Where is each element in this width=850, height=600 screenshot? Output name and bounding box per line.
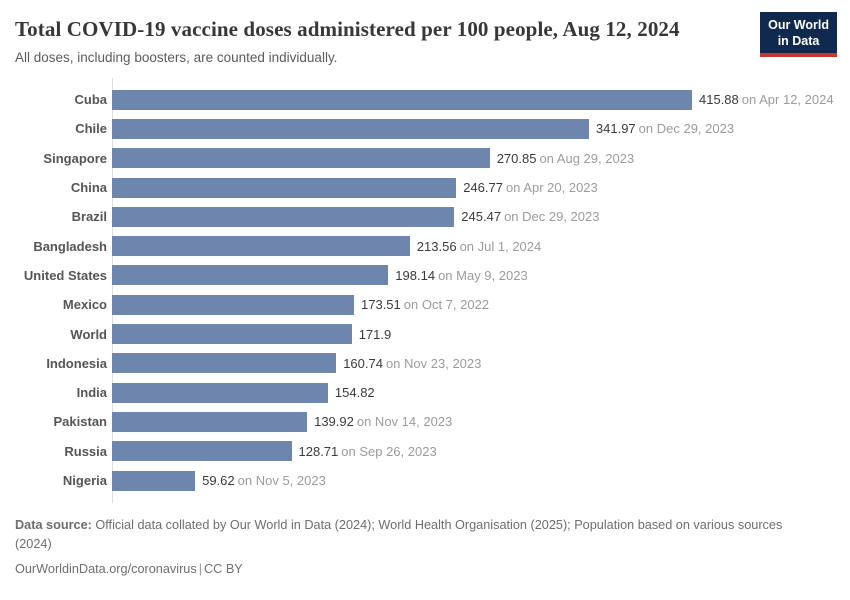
data-source-label: Data source:: [15, 518, 92, 533]
category-label: Cuba: [74, 92, 108, 108]
bar[interactable]: [112, 382, 328, 403]
chart-row: World 171.9: [15, 319, 850, 348]
chart-row: United States 198.14 on May 9, 2023: [15, 261, 850, 290]
bar-date-label: on Jul 1, 2024: [459, 238, 542, 254]
category-label: Brazil: [71, 209, 107, 225]
bar[interactable]: [112, 441, 292, 462]
footer-license: CC BY: [204, 561, 243, 576]
bar[interactable]: [112, 470, 196, 491]
chart-row: Russia 128.71 on Sep 26, 2023: [15, 437, 850, 466]
bar[interactable]: [112, 89, 692, 110]
owid-logo-line1: Our World: [768, 18, 829, 32]
data-source-text: Official data collated by Our World in D…: [15, 518, 783, 551]
bar[interactable]: [112, 118, 589, 139]
bar[interactable]: [112, 148, 490, 169]
owid-logo-line2: in Data: [777, 34, 820, 48]
category-label: Singapore: [43, 150, 107, 166]
bar-value-label: 246.77: [463, 180, 503, 196]
bar[interactable]: [112, 324, 352, 345]
owid-logo[interactable]: Our World in Data: [760, 12, 837, 57]
bar[interactable]: [112, 294, 354, 315]
category-label: Chile: [75, 121, 107, 137]
chart-row: Cuba 415.88 on Apr 12, 2024: [15, 85, 850, 114]
footer-link[interactable]: OurWorldinData.org/coronavirus: [15, 561, 197, 576]
data-source-line: Data source: Official data collated by O…: [15, 516, 822, 553]
bar-date-label: on Nov 23, 2023: [385, 355, 482, 371]
page-subtitle: All doses, including boosters, are count…: [15, 50, 338, 65]
bar-value-label: 245.47: [461, 209, 502, 225]
bar-date-label: on Sep 26, 2023: [341, 443, 437, 459]
bar-value-label: 171.9: [358, 326, 392, 342]
bar-value-label: 160.74: [343, 355, 383, 371]
bar-value-label: 139.92: [314, 414, 354, 430]
category-label: United States: [23, 267, 107, 283]
bar-value-label: 59.62: [202, 473, 235, 488]
chart-row: Singapore 270.85 on Aug 29, 2023: [15, 144, 850, 173]
bar-value-label: 270.85: [496, 150, 537, 166]
bar-value-label: 213.56: [416, 238, 457, 254]
category-label: Nigeria: [62, 473, 107, 488]
bar[interactable]: [112, 177, 457, 198]
footer: Data source: Official data collated by O…: [15, 516, 850, 578]
bar-value-label: 341.97: [595, 121, 636, 137]
bar-date-label: on Oct 7, 2022: [403, 297, 490, 313]
bar-chart: Cuba 415.88 on Apr 12, 2024 Chile 341.97 on D…: [15, 78, 850, 504]
chart-row: Mexico 173.51 on Oct 7, 2022: [15, 290, 850, 319]
chart-row: Chile 341.97 on Dec 29, 2023: [15, 114, 850, 143]
category-label: Pakistan: [53, 414, 107, 430]
category-label: China: [70, 180, 107, 196]
bar-date-label: on May 9, 2023: [438, 267, 528, 283]
chart-row: Brazil 245.47 on Dec 29, 2023: [15, 202, 850, 231]
y-axis-line: [112, 78, 113, 504]
bar-date-label: on Nov 5, 2023: [237, 473, 326, 488]
footer-separator: |: [198, 561, 202, 576]
chart-row: Bangladesh 213.56 on Jul 1, 2024: [15, 231, 850, 260]
bar-date-label: on Dec 29, 2023: [504, 209, 600, 225]
bar-value-label: 154.82: [334, 385, 375, 401]
category-label: World: [70, 326, 107, 342]
bar-value-label: 415.88: [699, 92, 739, 108]
chart-row: Nigeria 59.62 on Nov 5, 2023: [15, 466, 850, 495]
chart-header: Total COVID-19 vaccine doses administere…: [15, 12, 850, 65]
chart-row: Pakistan 139.92 on Nov 14, 2023: [15, 407, 850, 436]
category-label: Mexico: [62, 297, 107, 313]
bar[interactable]: [112, 206, 455, 227]
bar-value-label: 128.71: [298, 443, 339, 459]
category-label: Russia: [64, 443, 107, 459]
bar-value-label: 173.51: [361, 297, 401, 313]
bar[interactable]: [112, 236, 410, 257]
bar-date-label: on Dec 29, 2023: [638, 121, 735, 137]
page-title: Total COVID-19 vaccine doses administere…: [15, 17, 680, 41]
chart-row: Indonesia 160.74 on Nov 23, 2023: [15, 349, 850, 378]
bar-date-label: on Apr 12, 2024: [741, 92, 834, 108]
bar-date-label: on Nov 14, 2023: [356, 414, 453, 430]
chart-row: China 246.77 on Apr 20, 2023: [15, 173, 850, 202]
bar-value-label: 198.14: [395, 267, 436, 283]
bar[interactable]: [112, 411, 308, 432]
category-label: Bangladesh: [33, 238, 107, 254]
bar[interactable]: [112, 353, 337, 374]
footer-link-line: OurWorldinData.org/coronavirus | CC BY: [15, 560, 822, 578]
chart-row: India 154.82: [15, 378, 850, 407]
bar-date-label: on Apr 20, 2023: [505, 180, 598, 196]
bar[interactable]: [112, 265, 389, 286]
category-label: India: [76, 385, 107, 401]
bar-date-label: on Aug 29, 2023: [539, 150, 635, 166]
category-label: Indonesia: [46, 355, 107, 371]
